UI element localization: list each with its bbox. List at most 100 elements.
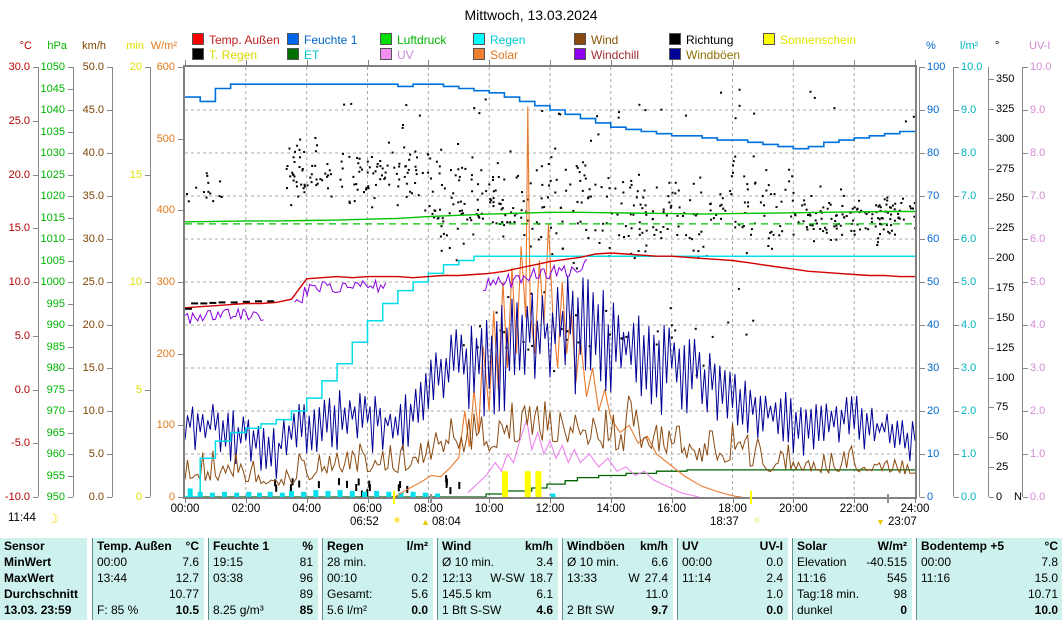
legend-label: Wind xyxy=(591,33,619,47)
direction-dot xyxy=(195,186,198,189)
direction-dot xyxy=(824,226,826,229)
windchill-line xyxy=(185,307,264,324)
axis-tick xyxy=(145,67,150,68)
moonrise-arrow-icon: ▲ xyxy=(421,517,430,527)
legend-item-temp-au-en: Temp. Außen xyxy=(192,33,280,47)
direction-dot xyxy=(629,186,632,189)
direction-dot xyxy=(668,201,671,204)
direction-dot xyxy=(541,110,544,112)
column-header: Feuchte 1 xyxy=(213,539,270,553)
axis-tick-label: 7.0 xyxy=(961,190,977,202)
table-column-temp-au-en: Temp. Außen °C 00:00 7.6 13:44 12.7 10.77 F: 85… xyxy=(92,538,204,620)
direction-dot xyxy=(747,201,750,204)
row-label: Durchschnitt xyxy=(4,587,79,601)
axis-tick xyxy=(989,497,994,498)
x-tick-mark-top xyxy=(732,60,734,65)
axis-tick xyxy=(1023,497,1028,498)
direction-dot xyxy=(302,187,305,190)
direction-dot xyxy=(765,169,768,172)
direction-dot xyxy=(763,204,765,207)
direction-dot xyxy=(489,198,492,200)
direction-dot xyxy=(772,233,775,236)
direction-dot xyxy=(638,233,641,236)
direction-dot xyxy=(719,193,722,196)
direction-dot xyxy=(720,217,722,220)
axis-tick-label: 0.0 xyxy=(88,491,104,503)
direction-dot xyxy=(455,259,458,262)
direction-dot xyxy=(441,217,444,220)
direction-dot xyxy=(638,103,641,106)
direction-dot xyxy=(834,220,837,222)
axis-tick xyxy=(178,282,183,283)
axis-tick-label: 1045 xyxy=(40,82,65,95)
direction-dot xyxy=(588,188,591,191)
direction-dot xyxy=(517,174,520,177)
direction-dot xyxy=(314,164,317,167)
direction-dot xyxy=(724,209,727,212)
axis-tick-label: 3.0 xyxy=(1030,362,1046,374)
table-column-solar: Solar W/m² Elevation -40.515 11:16 545 Tag:18 … xyxy=(792,538,912,620)
cell-direction: W-SW xyxy=(490,571,525,585)
x-tick-mark-top xyxy=(367,60,369,65)
direction-dot xyxy=(710,218,713,221)
direction-dot xyxy=(409,190,412,193)
direction-dot xyxy=(478,112,481,115)
direction-dot xyxy=(638,228,641,231)
direction-dot xyxy=(429,157,432,160)
axis-tick-label: 125 xyxy=(996,341,1015,354)
direction-dot xyxy=(477,208,479,211)
axis-tick-label: 225 xyxy=(996,222,1015,235)
x-tick-label: 12:00 xyxy=(535,503,565,515)
sunset-time: 18:37 xyxy=(710,516,739,528)
axis-tick-label: 4.0 xyxy=(961,319,977,331)
direction-dot xyxy=(396,204,399,207)
axis-tick xyxy=(33,120,38,122)
direction-dot xyxy=(509,150,512,153)
rain-interval-bar xyxy=(301,491,307,497)
axis-tick-label: 10.0 xyxy=(1030,61,1052,73)
direction-dot xyxy=(606,195,608,198)
direction-dot xyxy=(535,221,538,224)
direction-dot xyxy=(893,208,896,211)
rain-interval-bar xyxy=(410,491,416,497)
legend-item-uv: UV xyxy=(380,48,414,62)
direction-low-tick xyxy=(346,480,348,488)
direction-dot xyxy=(520,216,523,219)
axis-tick-label: 1010 xyxy=(40,233,65,245)
table-column-windb-en: Windböen km/h Ø 10 min. 6.6 13:33 W 27.4 11.0 2 … xyxy=(562,538,673,620)
axis-tick-label: 0.0 xyxy=(1030,491,1046,503)
direction-dot xyxy=(479,325,481,328)
axis-tick xyxy=(68,454,73,455)
direction-dot xyxy=(833,107,836,110)
cell-value: 6.6 xyxy=(651,555,668,569)
direction-dot xyxy=(743,201,746,204)
direction-dot xyxy=(637,250,640,252)
axis-tick-label: 1.0 xyxy=(961,448,977,460)
direction-dot xyxy=(803,203,806,206)
legend-item-luftdruck: Luftdruck xyxy=(380,33,446,47)
x-tick-mark-top xyxy=(245,60,247,65)
direction-dot xyxy=(569,183,572,186)
direction-dot xyxy=(353,183,356,186)
direction-dot xyxy=(220,196,223,198)
direction-dot xyxy=(341,167,344,170)
direction-dot xyxy=(471,190,474,193)
direction-dot xyxy=(788,168,791,171)
cell-value: 6.1 xyxy=(536,587,553,601)
direction-dot xyxy=(411,192,413,195)
direction-dot xyxy=(835,214,838,217)
table-header-row: Regen l/m² xyxy=(323,538,433,554)
direction-dot xyxy=(450,196,453,199)
cell-value: 18.7 xyxy=(529,571,553,585)
direction-dot xyxy=(897,216,900,219)
axis-tick xyxy=(107,368,112,369)
table-header-row: UV UV-I xyxy=(678,538,788,554)
direction-dot xyxy=(461,212,464,215)
x-tick-label: 22:00 xyxy=(839,503,869,515)
direction-dot xyxy=(559,113,562,116)
direction-dot xyxy=(476,346,479,349)
direction-dot xyxy=(481,192,484,195)
direction-dot xyxy=(513,221,516,224)
direction-dot xyxy=(585,228,588,231)
direction-dot xyxy=(298,148,301,151)
